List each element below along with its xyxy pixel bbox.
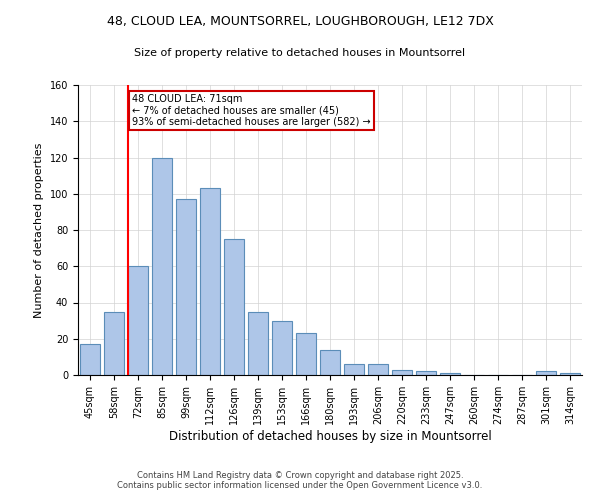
Bar <box>128 266 148 375</box>
Bar <box>152 158 172 375</box>
Text: 48 CLOUD LEA: 71sqm
← 7% of detached houses are smaller (45)
93% of semi-detache: 48 CLOUD LEA: 71sqm ← 7% of detached hou… <box>132 94 371 128</box>
Bar <box>200 188 220 375</box>
Bar <box>536 372 556 375</box>
Text: Size of property relative to detached houses in Mountsorrel: Size of property relative to detached ho… <box>134 48 466 58</box>
Bar <box>104 312 124 375</box>
Bar <box>392 370 412 375</box>
Bar <box>176 199 196 375</box>
Text: 48, CLOUD LEA, MOUNTSORREL, LOUGHBOROUGH, LE12 7DX: 48, CLOUD LEA, MOUNTSORREL, LOUGHBOROUGH… <box>107 15 493 28</box>
Text: Contains HM Land Registry data © Crown copyright and database right 2025.
Contai: Contains HM Land Registry data © Crown c… <box>118 470 482 490</box>
Bar <box>320 350 340 375</box>
Bar <box>272 320 292 375</box>
Bar <box>560 373 580 375</box>
Bar <box>368 364 388 375</box>
X-axis label: Distribution of detached houses by size in Mountsorrel: Distribution of detached houses by size … <box>169 430 491 442</box>
Bar <box>248 312 268 375</box>
Y-axis label: Number of detached properties: Number of detached properties <box>34 142 44 318</box>
Bar <box>440 373 460 375</box>
Bar <box>296 334 316 375</box>
Bar <box>344 364 364 375</box>
Bar <box>416 372 436 375</box>
Bar <box>224 239 244 375</box>
Bar <box>80 344 100 375</box>
